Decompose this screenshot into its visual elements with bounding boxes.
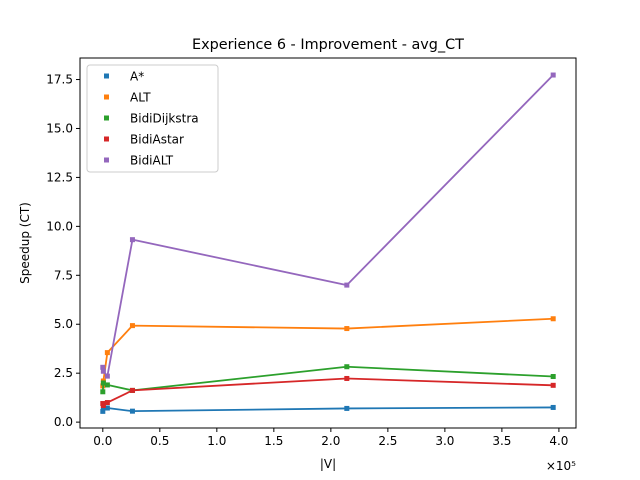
x-tick-label: 4.0	[549, 434, 568, 448]
x-tick-label: 1.5	[264, 434, 283, 448]
legend-swatch	[104, 73, 109, 79]
x-tick-label: 1.0	[207, 434, 226, 448]
y-tick-label: 2.5	[54, 366, 73, 380]
data-point	[104, 400, 110, 406]
y-axis-ticks: 0.0 2.5 5.0 7.5 10.0 12.5 15.0 17.5	[46, 73, 80, 429]
data-point	[100, 408, 106, 414]
x-axis-ticks: 0.0 0.5 1.0 1.5 2.0 2.5 3.0 3.5 4.0	[93, 428, 568, 448]
data-point	[344, 375, 350, 381]
legend-label: ALT	[130, 91, 151, 105]
series-bidialt	[100, 72, 556, 379]
legend-label: A*	[130, 70, 144, 84]
data-point	[129, 323, 135, 329]
y-tick-label: 12.5	[46, 170, 73, 184]
data-point	[129, 408, 135, 414]
legend-swatch	[104, 157, 109, 163]
x-tick-label: 2.5	[378, 434, 397, 448]
legend: A* ALT BidiDijkstra BidiAstar BidiALT	[86, 64, 219, 173]
data-point	[344, 326, 350, 332]
series-line-a	[101, 406, 554, 413]
data-point	[100, 368, 106, 374]
data-point	[104, 382, 110, 388]
data-point	[344, 405, 350, 411]
chart-title: Experience 6 - Improvement - avg_CT	[192, 37, 464, 53]
legend-swatch	[104, 94, 109, 100]
legend-box	[86, 64, 219, 173]
x-axis-offset-label: ×10⁵	[546, 459, 576, 473]
y-tick-label: 17.5	[46, 73, 73, 87]
y-axis-label: Speedup (CT)	[18, 202, 32, 284]
series-a	[100, 404, 556, 414]
legend-label: BidiAstar	[130, 133, 184, 147]
legend-label: BidiALT	[130, 154, 174, 168]
x-tick-label: 2.0	[321, 434, 340, 448]
series-line-alt	[101, 317, 554, 387]
data-point	[344, 282, 350, 288]
data-point	[100, 389, 106, 395]
data-point	[104, 405, 110, 411]
data-point	[344, 364, 350, 370]
data-point	[550, 72, 556, 78]
data-point	[550, 316, 556, 322]
y-tick-label: 10.0	[46, 219, 73, 233]
legend-swatch	[104, 136, 109, 142]
x-axis-label: |V|	[320, 457, 336, 471]
x-tick-label: 0.0	[93, 434, 112, 448]
y-tick-label: 15.0	[46, 121, 73, 135]
data-point	[104, 350, 110, 356]
x-tick-label: 3.0	[435, 434, 454, 448]
data-point	[100, 402, 106, 408]
data-point	[100, 364, 106, 370]
series-alt	[100, 316, 556, 389]
data-point	[104, 373, 110, 379]
y-tick-label: 7.5	[54, 268, 73, 282]
data-point	[100, 380, 106, 386]
legend-label: BidiDijkstra	[130, 112, 199, 126]
data-point	[550, 374, 556, 380]
data-point	[129, 237, 135, 243]
series-layer	[100, 72, 556, 414]
x-tick-label: 3.5	[492, 434, 511, 448]
data-point	[550, 404, 556, 410]
y-tick-label: 0.0	[54, 415, 73, 429]
series-line-bidiastar	[101, 377, 554, 407]
data-point	[129, 387, 135, 393]
legend-swatch	[104, 115, 109, 121]
x-tick-label: 0.5	[150, 434, 169, 448]
y-tick-label: 5.0	[54, 317, 73, 331]
plot-frame	[79, 57, 577, 429]
series-bidiastar	[100, 375, 556, 408]
data-point	[550, 382, 556, 388]
